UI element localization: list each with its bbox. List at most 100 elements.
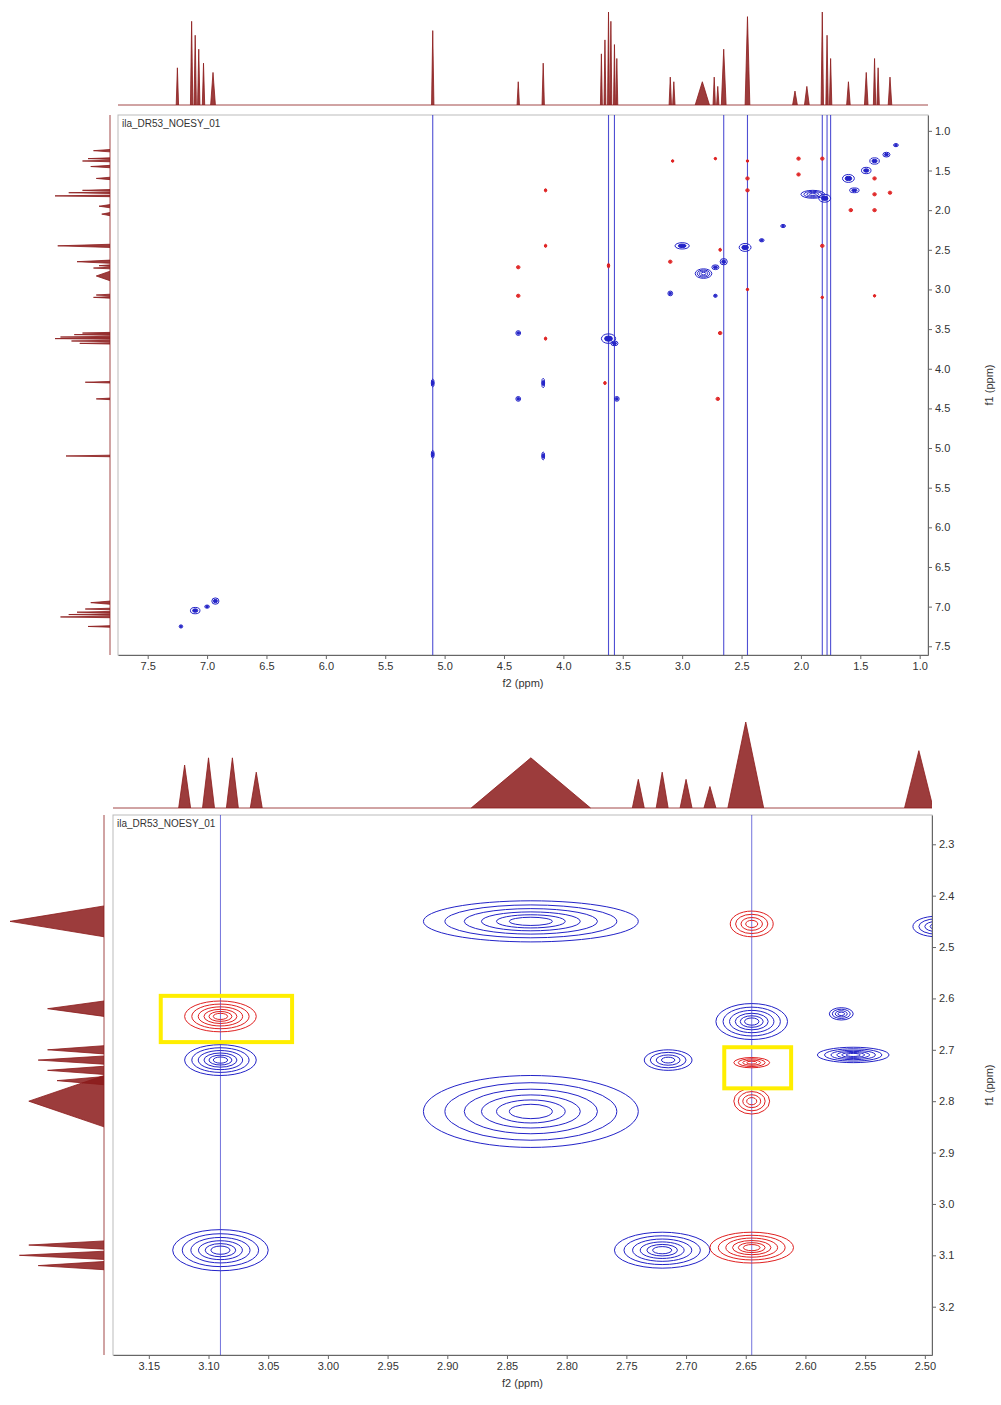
cross-peak: [516, 266, 520, 269]
x-tick-label: 2.80: [556, 1360, 577, 1372]
x-tick-mark: [925, 1355, 926, 1359]
y-axis: 2.32.42.52.62.72.82.93.03.13.2: [932, 816, 954, 1356]
contour-ring: [873, 295, 875, 297]
y-tick-label: 2.5: [939, 941, 954, 953]
contour-ring: [544, 337, 546, 340]
contour-ring: [205, 605, 210, 608]
cross-peak: [821, 157, 825, 160]
cross-peak: [695, 269, 712, 279]
projection-peak: [61, 336, 111, 337]
y-tick-mark: [932, 1307, 936, 1308]
y-tick-mark: [932, 998, 936, 999]
x-tick-label: 2.85: [497, 1360, 518, 1372]
x-tick-mark: [865, 1355, 866, 1359]
contour-ring: [874, 295, 876, 297]
projection-peak: [29, 1241, 104, 1249]
contour-ring: [191, 1237, 250, 1262]
y-tick-mark: [928, 488, 932, 489]
projection-peak: [604, 40, 606, 105]
contour-ring: [697, 270, 709, 277]
contour-ring: [517, 266, 519, 268]
panel: 7.57.06.56.05.55.04.54.03.53.02.52.01.51…: [55, 12, 995, 689]
cross-peak: [668, 260, 672, 263]
y-tick-mark: [928, 646, 932, 647]
cross-peak: [671, 160, 673, 162]
y-tick-mark: [932, 1101, 936, 1102]
y-tick: 2.4: [932, 890, 954, 902]
y-tick-mark: [932, 1255, 936, 1256]
cross-peak: [842, 174, 854, 182]
x-tick: 2.5: [734, 655, 749, 672]
projection-peak: [804, 86, 809, 105]
contour-ring: [656, 1055, 680, 1065]
projection-peak: [877, 68, 879, 105]
x-tick-label: 4.0: [556, 660, 571, 672]
contour-ring: [671, 160, 673, 162]
cross-peak: [710, 1232, 794, 1263]
projection-peak: [864, 72, 868, 105]
cross-peak: [179, 625, 183, 628]
contour-ring: [672, 160, 674, 162]
y-tick-mark: [932, 896, 936, 897]
cross-peak: [746, 160, 748, 162]
y-tick-label: 6.5: [935, 561, 950, 573]
contour-ring: [735, 1013, 768, 1030]
contour-ring: [213, 1013, 227, 1019]
y-tick: 1.0: [928, 125, 950, 137]
plot-area: [179, 115, 898, 655]
projection-peak: [58, 244, 110, 247]
projection-peak: [656, 772, 668, 808]
contour-ring: [496, 1100, 565, 1123]
contour-ring: [701, 272, 706, 275]
projection-peak: [19, 1251, 104, 1259]
cross-peak: [668, 291, 673, 296]
contour-ring: [718, 1235, 785, 1260]
y-tick-label: 5.0: [935, 442, 950, 454]
x-tick: 5.0: [437, 655, 452, 672]
contour-ring: [198, 1241, 242, 1260]
cross-peak: [516, 331, 521, 336]
x-tick: 2.90: [437, 1355, 458, 1372]
x-axis: 7.57.06.56.05.55.04.54.03.53.02.52.01.51…: [119, 655, 929, 672]
contour-ring: [209, 1011, 232, 1021]
x-tick-mark: [385, 655, 386, 659]
cross-peak: [607, 263, 609, 268]
contour-ring: [209, 1055, 232, 1065]
projection-peak: [614, 45, 616, 105]
contour-ring: [714, 157, 716, 159]
cross-peak: [716, 1004, 788, 1040]
contour-ring: [180, 625, 182, 627]
contour-ring: [850, 188, 860, 193]
x-tick: 2.80: [556, 1355, 577, 1372]
contour-ring: [723, 1007, 780, 1036]
projection-peak: [728, 722, 764, 808]
projection-peak: [85, 381, 110, 383]
x-tick: 5.5: [378, 655, 393, 672]
figure: 7.57.06.56.05.55.04.54.03.53.02.52.01.51…: [0, 0, 1001, 1405]
contour-ring: [781, 224, 786, 227]
y-tick-mark: [928, 448, 932, 449]
contour-ring: [930, 924, 932, 930]
highlight-box: [724, 1047, 791, 1088]
y-tick-mark: [932, 947, 936, 948]
contour-ring: [614, 396, 619, 401]
highlight-box: [161, 996, 292, 1042]
projection-peak: [542, 63, 544, 105]
contour-ring: [884, 153, 888, 156]
y-tick-label: 2.0: [935, 204, 950, 216]
contour-ring: [206, 606, 209, 608]
y-axis-line: [928, 116, 929, 656]
title: ila_DR53_NOESY_01: [122, 118, 221, 129]
y-tick-label: 2.8: [939, 1095, 954, 1107]
contour-ring: [842, 174, 854, 182]
projection-peak: [29, 1075, 104, 1126]
x-tick: 3.10: [198, 1355, 219, 1372]
contour-ring: [798, 173, 800, 175]
cross-peak: [850, 188, 860, 193]
projection-peak: [96, 271, 110, 281]
contour-ring: [616, 398, 619, 401]
projection-peak: [680, 779, 692, 808]
contour-ring: [913, 916, 932, 937]
plot-frame: [113, 815, 932, 1355]
contour-ring: [179, 625, 183, 628]
